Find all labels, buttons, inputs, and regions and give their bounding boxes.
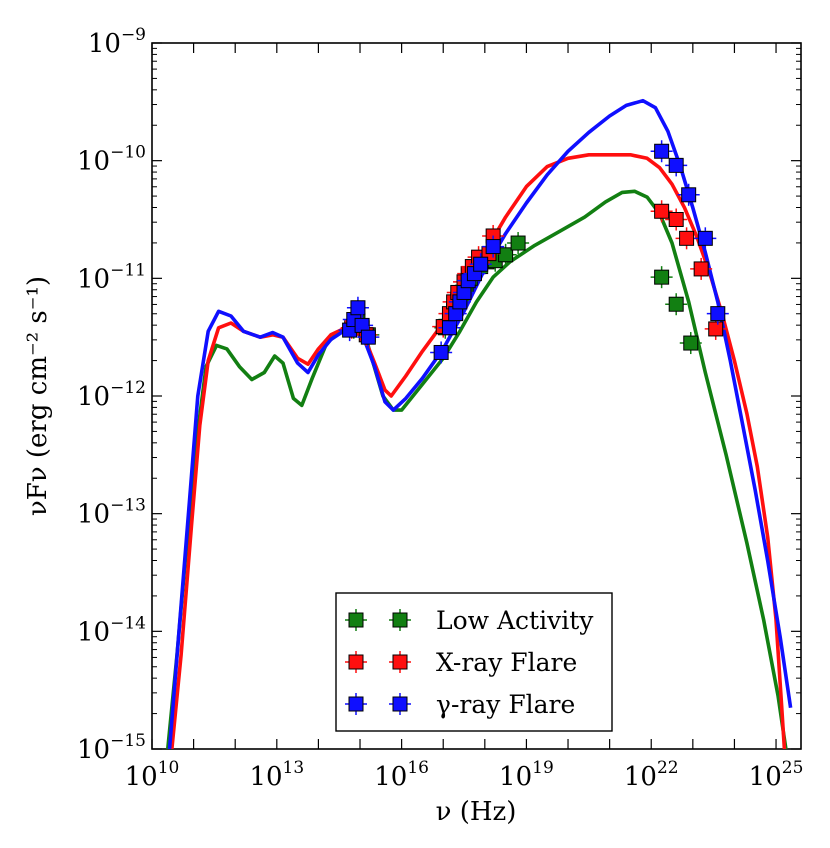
- data-point: [482, 235, 505, 258]
- x-axis-label: ν (Hz): [436, 797, 517, 827]
- y-tick-label: 10−12: [77, 378, 146, 412]
- legend-marker: [348, 654, 364, 670]
- legend-marker: [348, 696, 364, 712]
- data-marker: [710, 306, 726, 322]
- data-point: [675, 227, 698, 250]
- data-point: [650, 140, 673, 163]
- model-curve: [165, 189, 788, 749]
- data-point: [346, 296, 369, 319]
- data-marker: [683, 335, 699, 351]
- data-marker: [498, 247, 514, 263]
- data-marker: [433, 344, 449, 360]
- x-tick-label: 1019: [499, 758, 554, 792]
- legend-marker: [392, 654, 408, 670]
- data-point: [706, 302, 729, 325]
- data-point: [690, 257, 713, 280]
- y-tick-label: 10−13: [77, 496, 146, 530]
- x-tick-label: 1013: [249, 758, 304, 792]
- legend-marker: [392, 612, 408, 628]
- y-tick-label: 10−10: [77, 143, 146, 177]
- data-marker: [485, 239, 501, 255]
- data-marker: [668, 296, 684, 312]
- y-tick-label: 10−15: [77, 731, 146, 765]
- data-point: [679, 332, 702, 355]
- y-axis-label: νFν (erg cm⁻² s⁻¹): [23, 276, 53, 516]
- data-point: [494, 243, 517, 266]
- data-marker: [360, 329, 376, 345]
- legend: Low Activity X-ray Flare γ-ray Flare: [335, 592, 613, 732]
- legend-label: Low Activity: [436, 606, 594, 635]
- x-tick-label: 1022: [624, 758, 679, 792]
- data-point: [650, 266, 673, 289]
- legend-marker: [348, 612, 364, 628]
- legend-box: [335, 592, 613, 732]
- data-point: [665, 154, 688, 177]
- x-tick-label: 1025: [749, 758, 804, 792]
- data-marker: [679, 230, 695, 246]
- data-marker: [654, 143, 670, 159]
- data-point: [677, 183, 700, 206]
- data-marker: [697, 230, 713, 246]
- data-marker: [654, 269, 670, 285]
- x-tick-label: 1010: [125, 758, 180, 792]
- legend-label: X-ray Flare: [436, 648, 577, 677]
- data-marker: [441, 320, 457, 336]
- data-marker: [708, 321, 724, 337]
- data-point: [357, 326, 380, 349]
- data-point: [507, 232, 530, 255]
- y-tick-label: 10−14: [77, 613, 146, 647]
- legend-marker: [392, 696, 408, 712]
- data-point: [469, 253, 492, 276]
- data-marker: [681, 187, 697, 203]
- data-marker: [668, 157, 684, 173]
- data-marker: [654, 203, 670, 219]
- data-point: [694, 227, 717, 250]
- data-point: [430, 341, 453, 364]
- y-tick-label: 10−11: [77, 260, 146, 294]
- data-point: [665, 293, 688, 316]
- data-point: [665, 208, 688, 231]
- model-curve: [167, 98, 793, 749]
- data-marker: [693, 261, 709, 277]
- data-point: [650, 200, 673, 223]
- data-marker: [350, 300, 366, 316]
- data-marker: [668, 212, 684, 227]
- data-point: [704, 317, 727, 340]
- y-tick-label: 10−9: [88, 25, 146, 59]
- data-marker: [510, 235, 526, 251]
- data-marker: [473, 256, 489, 272]
- x-tick-label: 1016: [374, 758, 429, 792]
- legend-label: γ-ray Flare: [436, 690, 575, 719]
